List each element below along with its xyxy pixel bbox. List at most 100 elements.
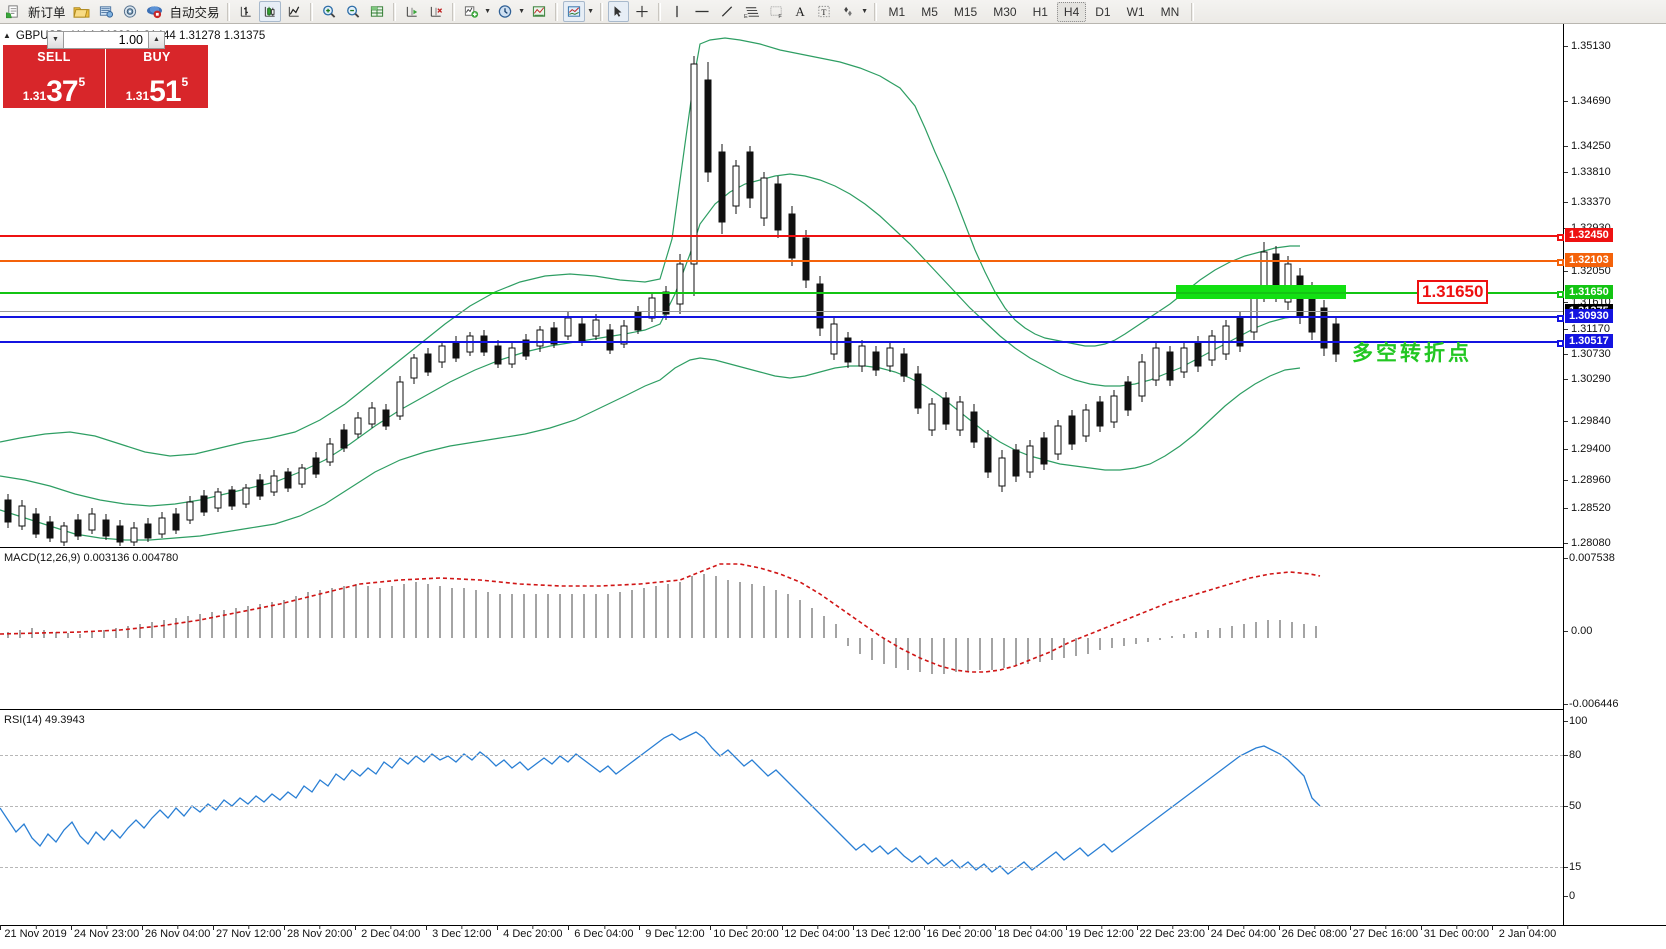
data-window-icon[interactable]: [95, 1, 117, 22]
chart-shift-icon[interactable]: [401, 1, 423, 22]
equidistant-channel-icon[interactable]: F: [765, 1, 788, 22]
buy-price[interactable]: 1.31 51 5: [106, 68, 208, 108]
new-order-label[interactable]: 新订单: [28, 6, 66, 20]
period-icon[interactable]: [494, 1, 516, 22]
chart-area[interactable]: 1.31650 多空转折点 MACD(12,26,9) 0.003136 0.0…: [0, 24, 1666, 925]
x-tick: 9 Dec 12:00: [645, 925, 705, 940]
autotrade-icon[interactable]: [143, 1, 166, 22]
rsi-level-15: [0, 867, 1563, 868]
chevron-down-icon[interactable]: ▼: [587, 8, 594, 15]
toolbar-separator: [226, 2, 230, 21]
volume-stepper[interactable]: ▼ 1.00 ▲: [47, 30, 165, 49]
support-line-130517[interactable]: [0, 340, 1564, 347]
chevron-down-icon[interactable]: ▼: [861, 8, 868, 15]
fibonacci-icon[interactable]: E: [740, 1, 763, 22]
line-anchor[interactable]: [1557, 315, 1564, 322]
bollinger-upper-band: [0, 37, 1300, 457]
line-chart-icon[interactable]: [283, 1, 305, 22]
volume-input[interactable]: 1.00: [64, 30, 148, 49]
timeframe-m30[interactable]: M30: [993, 4, 1017, 19]
navigator-icon[interactable]: [119, 1, 141, 22]
buy-button[interactable]: BUY 1.31 51 5: [106, 45, 208, 108]
zoom-out-icon[interactable]: [342, 1, 364, 22]
buy-label[interactable]: BUY: [143, 49, 171, 64]
crosshair-icon[interactable]: [631, 1, 653, 22]
templates-list-icon[interactable]: [562, 1, 585, 22]
line-anchor[interactable]: [1557, 234, 1564, 241]
sell-price[interactable]: 1.31 37 5: [3, 68, 105, 108]
toolbar-separator: [873, 2, 877, 21]
auto-scroll-icon[interactable]: [425, 1, 447, 22]
vertical-line-icon[interactable]: [666, 1, 688, 22]
x-tick: 27 Dec 16:00: [1352, 925, 1419, 940]
price-pane[interactable]: 1.31650 多空转折点: [0, 24, 1564, 548]
price-axis[interactable]: 1.35130 1.34690 1.34250 1.33810 1.33370 …: [1563, 24, 1666, 925]
line-anchor[interactable]: [1557, 340, 1564, 347]
x-tick-separator: [426, 925, 428, 930]
time-axis[interactable]: 21 Nov 2019 24 Nov 23:00 26 Nov 04:00 27 No…: [0, 925, 1666, 949]
shapes-icon[interactable]: [837, 1, 859, 22]
sell-label[interactable]: SELL: [37, 49, 71, 64]
open-folder-icon[interactable]: [70, 1, 93, 22]
volume-increase-icon[interactable]: ▲: [148, 30, 165, 49]
chevron-down-icon[interactable]: ▼: [518, 8, 525, 15]
zoom-in-icon[interactable]: [318, 1, 340, 22]
x-tick-separator: [0, 925, 1, 930]
bar-chart-icon[interactable]: [235, 1, 257, 22]
rsi-axis-tick: 80: [1564, 749, 1581, 761]
last-price-line: [0, 311, 1563, 312]
chevron-down-icon[interactable]: ▼: [484, 8, 491, 15]
timeframe-mn[interactable]: MN: [1160, 4, 1180, 19]
price-badge-support-1[interactable]: 1.30930: [1565, 309, 1613, 323]
timeframe-m5[interactable]: M5: [921, 4, 938, 19]
buy-price-sup: 5: [181, 75, 189, 89]
timeframe-m15[interactable]: M15: [953, 4, 978, 19]
templates-icon[interactable]: [528, 1, 550, 22]
horizontal-line-icon[interactable]: [690, 1, 714, 22]
text-label-icon[interactable]: T: [813, 1, 835, 22]
axis-tick: 1.34250: [1564, 140, 1611, 152]
main-toolbar: 新订单 自动交易: [0, 0, 1666, 24]
grid-icon[interactable]: [366, 1, 388, 22]
price-badge-resistance-1[interactable]: 1.32450: [1565, 228, 1613, 242]
candlestick-chart-icon[interactable]: [258, 1, 281, 22]
sell-button[interactable]: SELL 1.31 37 5: [3, 45, 105, 108]
rsi-axis-tick: 50: [1564, 800, 1581, 812]
rsi-pane[interactable]: RSI(14) 49.3943: [0, 712, 1563, 925]
timeframe-m1[interactable]: M1: [888, 4, 906, 19]
price-badge-support-2[interactable]: 1.30517: [1565, 334, 1613, 348]
buy-price-big: 51: [149, 75, 181, 108]
x-tick: 3 Dec 12:00: [432, 925, 492, 940]
x-tick: 13 Dec 12:00: [855, 925, 921, 940]
autotrade-label[interactable]: 自动交易: [169, 6, 220, 20]
x-tick: 2 Jan 04:00: [1498, 925, 1557, 940]
one-click-trading-panel[interactable]: ▲ GBPUSD-,H4 1.31282 1.31444 1.31278 1.3…: [3, 28, 265, 108]
macd-axis-tick: 0.00: [1564, 625, 1592, 637]
x-tick-separator: [497, 925, 499, 930]
macd-pane[interactable]: MACD(12,26,9) 0.003136 0.004780: [0, 550, 1563, 710]
line-anchor[interactable]: [1557, 291, 1564, 298]
volume-decrease-icon[interactable]: ▼: [47, 30, 64, 49]
turning-point-note[interactable]: 多空转折点: [1352, 341, 1472, 365]
price-badge-resistance-2[interactable]: 1.32103: [1565, 253, 1613, 267]
resistance-line-132103[interactable]: [0, 259, 1564, 266]
support-line-130930[interactable]: [0, 315, 1564, 322]
price-tag-131650[interactable]: 1.31650: [1417, 280, 1489, 304]
pivot-line-131650[interactable]: [0, 291, 1564, 298]
rsi-level-50: [0, 806, 1563, 807]
timeframe-h1[interactable]: H1: [1032, 4, 1048, 19]
new-order-icon[interactable]: [3, 1, 24, 22]
cursor-icon[interactable]: [607, 1, 629, 22]
price-badge-pivot[interactable]: 1.31650: [1565, 285, 1613, 299]
timeframe-h4[interactable]: H4: [1056, 1, 1087, 22]
toolbar-separator: [392, 2, 396, 21]
collapse-triangle-icon[interactable]: ▲: [3, 31, 11, 40]
resistance-line-132450[interactable]: [0, 234, 1564, 241]
timeframe-w1[interactable]: W1: [1126, 4, 1145, 19]
add-indicator-icon[interactable]: [460, 1, 482, 22]
trendline-icon[interactable]: [716, 1, 738, 22]
text-icon[interactable]: A: [795, 3, 805, 19]
line-anchor[interactable]: [1557, 259, 1564, 266]
timeframe-d1[interactable]: D1: [1095, 4, 1111, 19]
x-tick-separator: [710, 925, 712, 930]
